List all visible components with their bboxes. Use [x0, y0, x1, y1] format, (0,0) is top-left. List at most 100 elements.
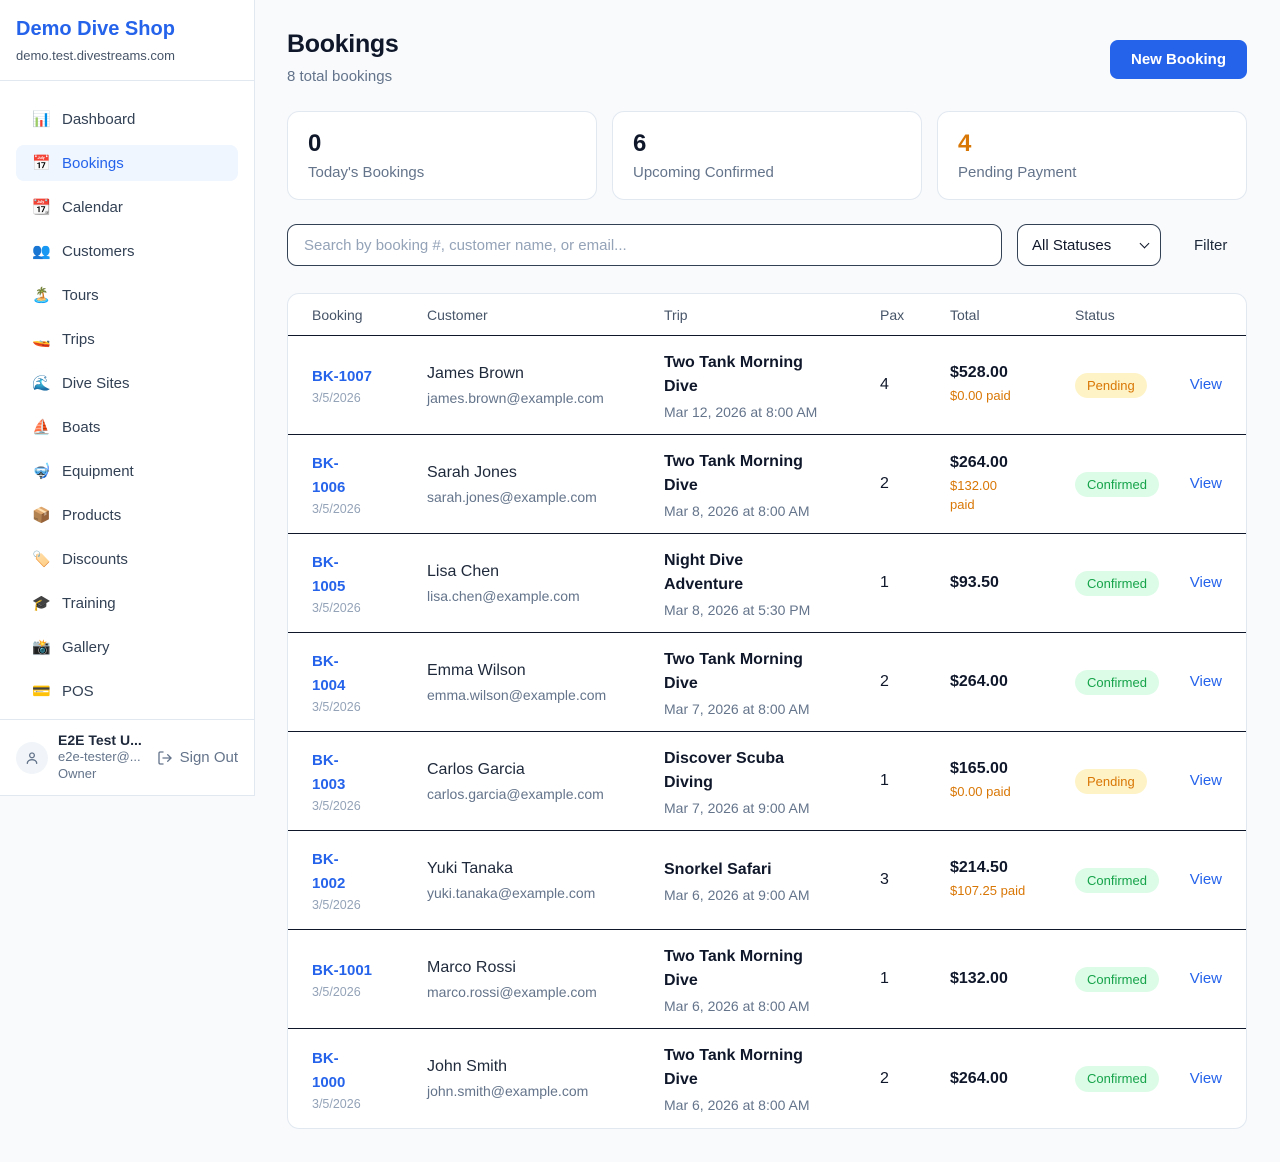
status-select-wrap: All Statuses [1017, 224, 1161, 267]
speedboat-icon: 🚤 [32, 331, 51, 348]
customer-email: yuki.tanaka@example.com [427, 884, 596, 901]
view-link[interactable]: View [1189, 574, 1222, 592]
sidebar-item-pos[interactable]: 💳 POS [16, 673, 238, 709]
sidebar-item-equipment[interactable]: 🤿 Equipment [16, 453, 238, 489]
booking-id-link[interactable]: BK- 1003 [312, 749, 345, 797]
col-header-status: Status [1075, 306, 1115, 323]
booking-cell: BK- 1004 3/5/2026 [312, 650, 427, 714]
total-amount: $165.00 [950, 760, 1008, 778]
page-header: Bookings 8 total bookings New Booking [287, 30, 1247, 85]
sidebar-item-calendar[interactable]: 📆 Calendar [16, 189, 238, 225]
status-filter-select[interactable]: All Statuses [1017, 224, 1161, 267]
sidebar-item-tours[interactable]: 🏝️ Tours [16, 277, 238, 313]
view-cell: View [1187, 772, 1222, 790]
sidebar-item-label: Training [62, 594, 116, 612]
view-link[interactable]: View [1189, 871, 1222, 889]
status-badge: Confirmed [1075, 867, 1159, 894]
pax-count: 2 [880, 475, 889, 493]
customer-name: Marco Rossi [427, 958, 516, 976]
customer-name: Sarah Jones [427, 463, 517, 481]
booking-id-link[interactable]: BK- 1006 [312, 452, 345, 500]
stat-value: 6 [633, 130, 647, 157]
booking-id-line: BK- [312, 851, 339, 869]
sidebar-item-bookings[interactable]: 📅 Bookings [16, 145, 238, 181]
customer-email: lisa.chen@example.com [427, 587, 580, 604]
customer-name: Lisa Chen [427, 562, 500, 580]
diving-mask-icon: 🤿 [32, 463, 51, 480]
status-cell: Confirmed [1075, 471, 1187, 498]
graduation-cap-icon: 🎓 [32, 595, 51, 612]
sidebar-item-label: Products [62, 506, 122, 524]
trip-datetime: Mar 7, 2026 at 8:00 AM [664, 700, 810, 717]
status-cell: Confirmed [1075, 669, 1187, 696]
view-link[interactable]: View [1189, 772, 1222, 790]
booking-id-link[interactable]: BK-1007 [312, 368, 373, 386]
booking-cell: BK-1001 3/5/2026 [312, 959, 427, 999]
paid-line: $132.00 [950, 478, 997, 494]
booking-id-line: BK- [312, 455, 339, 473]
customer-name: James Brown [427, 364, 524, 382]
total-cell: $528.00 $0.00 paid [950, 364, 1075, 406]
trip-datetime: Mar 6, 2026 at 8:00 AM [664, 997, 810, 1014]
page-title: Bookings [287, 30, 399, 58]
search-input[interactable] [287, 224, 1002, 267]
booking-cell: BK- 1005 3/5/2026 [312, 551, 427, 615]
sidebar-item-customers[interactable]: 👥 Customers [16, 233, 238, 269]
view-link[interactable]: View [1189, 673, 1222, 691]
sign-out-button[interactable]: Sign Out [157, 749, 238, 766]
customer-name: Yuki Tanaka [427, 859, 513, 877]
sidebar-item-label: Trips [62, 330, 95, 348]
sidebar-item-dashboard[interactable]: 📊 Dashboard [16, 101, 238, 137]
page-title-block: Bookings 8 total bookings [287, 30, 399, 85]
new-booking-button[interactable]: New Booking [1109, 40, 1247, 79]
view-cell: View [1187, 1070, 1222, 1088]
booking-cell: BK-1007 3/5/2026 [312, 365, 427, 405]
total-amount: $264.00 [950, 1069, 1008, 1087]
booking-date: 3/5/2026 [312, 502, 361, 517]
sidebar-item-label: Gallery [62, 638, 110, 656]
booking-id-link[interactable]: BK- 1000 [312, 1047, 345, 1095]
user-name: E2E Test U... [58, 732, 142, 749]
view-link[interactable]: View [1189, 376, 1222, 394]
paid-amount: $132.00 paid [950, 477, 1075, 515]
view-link[interactable]: View [1189, 970, 1222, 988]
sidebar-item-label: Bookings [62, 154, 124, 172]
sidebar-item-label: Discounts [62, 550, 128, 568]
table-header-row: Booking Customer Trip Pax Total Status [288, 294, 1246, 337]
sidebar-item-training[interactable]: 🎓 Training [16, 585, 238, 621]
view-link[interactable]: View [1189, 1069, 1222, 1087]
pax-count: 1 [880, 574, 889, 592]
stat-label: Upcoming Confirmed [633, 164, 774, 182]
trip-datetime: Mar 6, 2026 at 9:00 AM [664, 886, 810, 903]
sidebar-item-boats[interactable]: ⛵ Boats [16, 409, 238, 445]
trip-cell: Two Tank Morning Dive Mar 7, 2026 at 8:00… [664, 648, 880, 717]
trip-datetime: Mar 8, 2026 at 8:00 AM [664, 502, 810, 519]
booking-id-link[interactable]: BK- 1005 [312, 551, 345, 599]
booking-date: 3/5/2026 [312, 601, 361, 616]
filter-button[interactable]: Filter [1194, 236, 1228, 254]
booking-id-line: BK- [312, 1049, 339, 1067]
view-cell: View [1187, 574, 1222, 592]
camera-icon: 📸 [32, 639, 51, 656]
sidebar-item-label: Equipment [62, 462, 134, 480]
customer-cell: John Smith john.smith@example.com [427, 1058, 664, 1099]
sidebar-item-products[interactable]: 📦 Products [16, 497, 238, 533]
sidebar-item-gallery[interactable]: 📸 Gallery [16, 629, 238, 665]
booking-date: 3/5/2026 [312, 799, 361, 814]
sidebar-item-trips[interactable]: 🚤 Trips [16, 321, 238, 357]
sailboat-icon: ⛵ [32, 419, 51, 436]
booking-id-link[interactable]: BK- 1004 [312, 650, 345, 698]
booking-id-link[interactable]: BK-1001 [312, 962, 373, 980]
pax-count: 2 [880, 1069, 889, 1087]
booking-id-line: BK- [312, 752, 339, 770]
sidebar-item-label: Customers [62, 242, 135, 260]
sidebar-item-dive-sites[interactable]: 🌊 Dive Sites [16, 365, 238, 401]
table-row: BK- 1006 3/5/2026 Sarah Jones sarah.jones@ex… [288, 435, 1246, 535]
booking-id-link[interactable]: BK- 1002 [312, 848, 345, 896]
stat-label: Today's Bookings [308, 164, 425, 182]
view-link[interactable]: View [1189, 475, 1222, 493]
table-row: BK-1007 3/5/2026 James Brown james.brown@ex… [288, 336, 1246, 436]
trip-datetime: Mar 7, 2026 at 9:00 AM [664, 799, 810, 816]
sidebar-item-discounts[interactable]: 🏷️ Discounts [16, 541, 238, 577]
total-cell: $165.00 $0.00 paid [950, 760, 1075, 802]
